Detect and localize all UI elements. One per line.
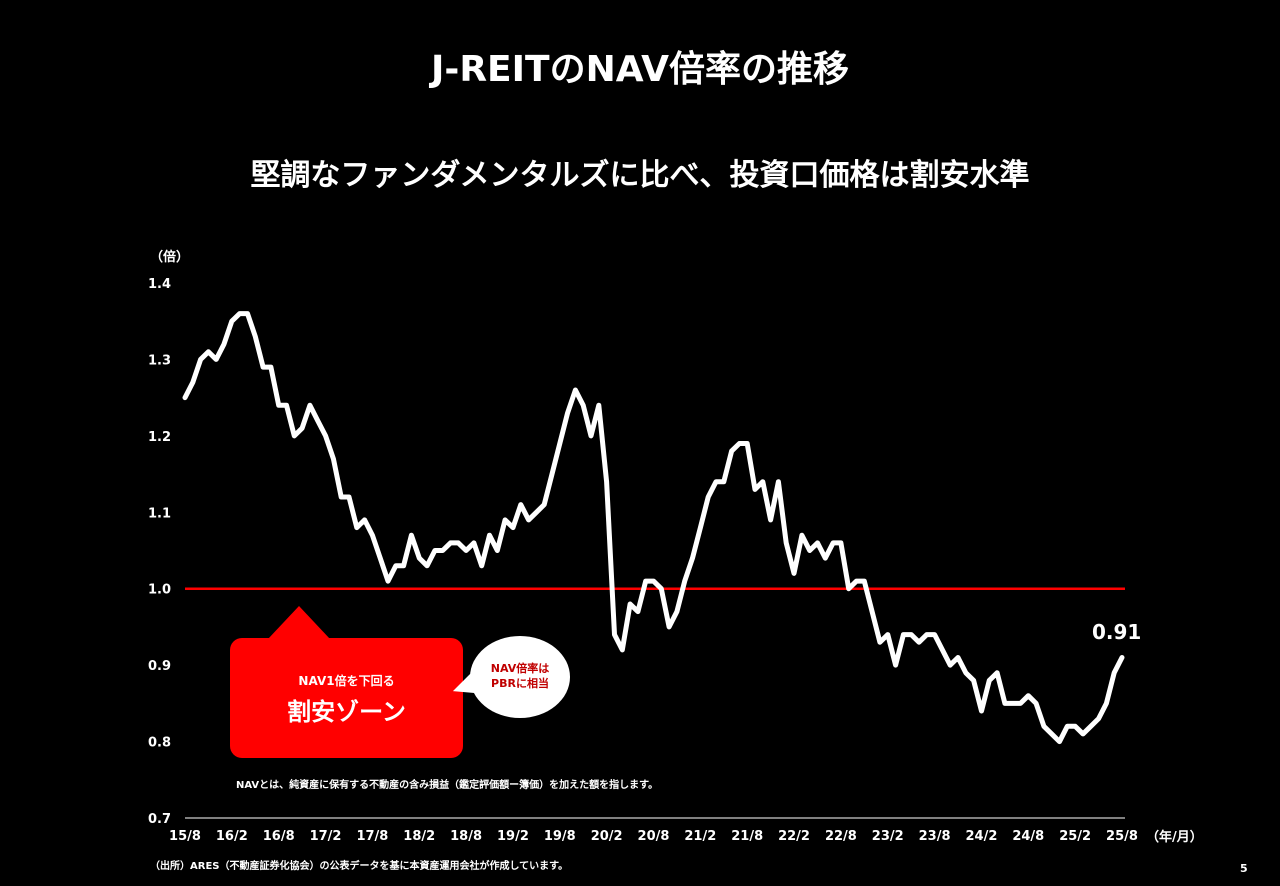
y-tick-label: 0.8 [148,736,171,751]
speech-bubble: NAV倍率は PBRに相当 [470,636,570,718]
nav-ratio-series-line [182,311,1125,745]
x-tick-label: 21/2 [684,829,716,844]
x-tick-label: 15/8 [169,829,201,844]
x-tick-label: 17/2 [310,829,342,844]
y-tick-label: 1.2 [148,430,171,445]
x-tick-label: 21/8 [731,829,763,844]
x-tick-label: 23/8 [919,829,951,844]
x-tick-label: 25/8 [1106,829,1138,844]
y-tick-label: 0.7 [148,812,171,827]
x-axis-unit: （年/月） [1146,830,1203,845]
x-tick-label: 20/8 [638,829,670,844]
nav-definition-note: NAVとは、純資産に保有する不動産の含み損益（鑑定評価額ー簿価）を加えた額を指し… [236,780,659,791]
y-tick-label: 1.0 [148,583,171,598]
y-axis-ticks: 1.4 1.3 1.2 1.1 1.0 0.9 0.8 0.7 [148,277,171,827]
y-tick-label: 1.3 [148,353,171,368]
x-axis-ticks: 15/8 16/2 16/8 17/2 17/8 18/2 18/8 19/2 19/8 20/2… [169,829,1138,844]
x-tick-label: 22/8 [825,829,857,844]
discount-zone-box: NAV1倍を下回る 割安ゾーン [230,638,463,758]
y-tick-label: 1.4 [148,277,171,292]
x-tick-label: 24/2 [966,829,998,844]
x-tick-label: 25/2 [1059,829,1091,844]
y-axis-unit: （倍） [150,250,190,265]
last-value-label: 0.91 [1092,620,1142,644]
zone-arrow [268,606,330,639]
x-tick-label: 17/8 [356,829,388,844]
zone-title: 割安ゾーン [287,698,406,726]
y-tick-label: 0.9 [148,659,171,674]
x-tick-label: 16/2 [216,829,248,844]
page-title: J-REITのNAV倍率の推移 [430,49,849,90]
source-note: （出所）ARES（不動産証券化協会）の公表データを基に本資産運用会社が作成してい… [150,861,569,872]
x-tick-label: 18/8 [450,829,482,844]
speech-bubble-text: NAV倍率は PBRに相当 [490,662,550,690]
y-tick-label: 1.1 [148,506,171,521]
x-tick-label: 20/2 [591,829,623,844]
x-tick-label: 19/8 [544,829,576,844]
x-tick-label: 16/8 [263,829,295,844]
x-tick-label: 24/8 [1012,829,1044,844]
x-tick-label: 23/2 [872,829,904,844]
page-number: 5 [1240,862,1248,875]
x-tick-label: 22/2 [778,829,810,844]
page-subtitle: 堅調なファンダメンタルズに比べ、投資口価格は割安水準 [250,158,1030,193]
x-tick-label: 18/2 [403,829,435,844]
zone-caption: NAV1倍を下回る [298,674,395,688]
x-tick-label: 19/2 [497,829,529,844]
